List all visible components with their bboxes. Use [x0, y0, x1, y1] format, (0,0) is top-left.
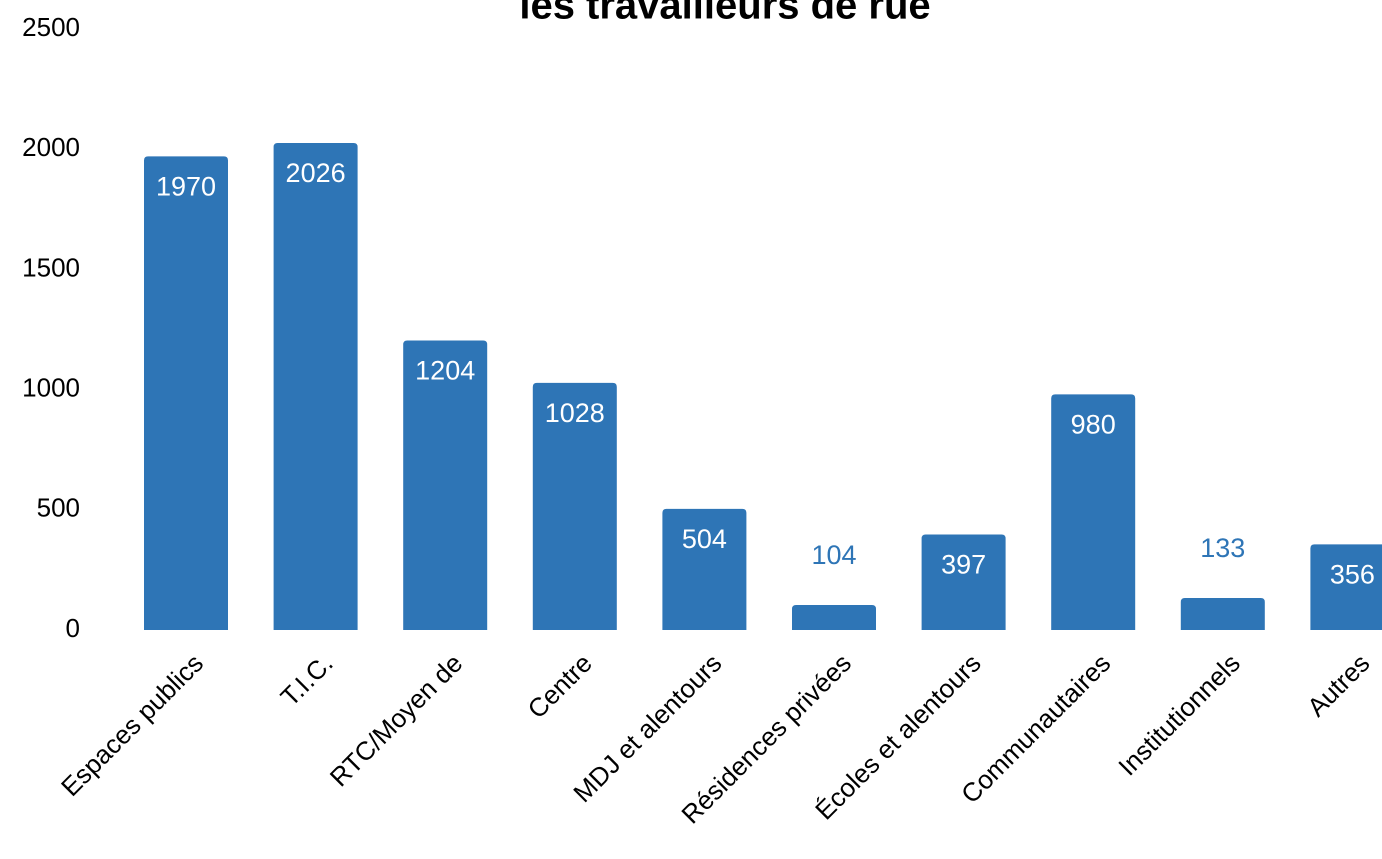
y-tick-label: 2500: [22, 12, 80, 42]
bar: [1180, 598, 1265, 630]
value-label: 980: [1071, 410, 1116, 440]
bar: [662, 508, 747, 630]
value-label: 2026: [286, 158, 346, 188]
bar: [1051, 394, 1136, 630]
value-label: 356: [1330, 560, 1375, 590]
y-tick-label: 1500: [22, 252, 80, 282]
value-label: 1028: [545, 398, 605, 428]
y-tick-label: 0: [66, 613, 80, 643]
bar: [532, 382, 617, 630]
y-tick-label: 2000: [22, 132, 80, 162]
bar: [273, 142, 358, 631]
x-tick-label: Institutionnels: [1112, 648, 1246, 782]
y-tick-label: 1000: [22, 372, 80, 402]
bar: [403, 340, 488, 630]
x-tick-label: Centre: [522, 648, 598, 724]
value-label: 1204: [415, 356, 475, 386]
value-label: 133: [1200, 533, 1245, 563]
value-label: 397: [941, 550, 986, 580]
value-label: 504: [682, 524, 727, 554]
x-tick-label: RTC/Moyen de: [324, 648, 469, 793]
bar: [1310, 544, 1382, 630]
bar: [144, 156, 228, 631]
x-tick-label: Autres: [1301, 648, 1375, 722]
x-tick-label: Espaces publics: [55, 648, 209, 802]
value-label: 104: [811, 540, 856, 570]
chart-title: les travailleurs de rue: [519, 0, 930, 28]
bar: [921, 534, 1006, 630]
x-tick-label: T.I.C.: [275, 648, 339, 712]
value-label: 1970: [156, 172, 216, 202]
y-tick-label: 500: [37, 493, 80, 523]
bar: [792, 604, 876, 630]
